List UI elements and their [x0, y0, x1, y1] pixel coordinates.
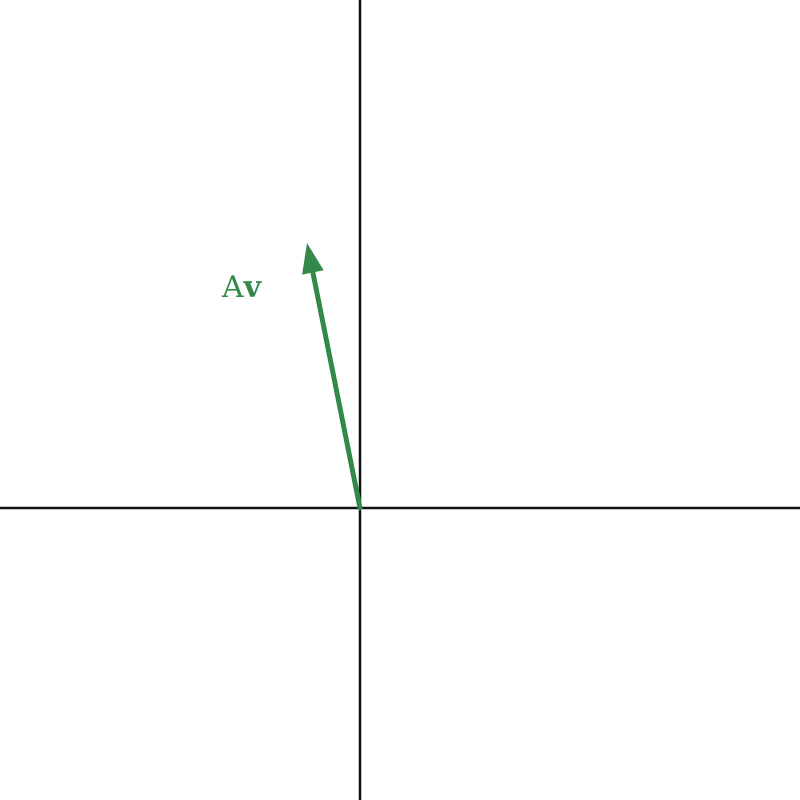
- vector-label-prefix: A: [221, 270, 244, 305]
- vector-av: [302, 243, 363, 511]
- vector-arrowhead: [302, 243, 324, 275]
- vector-label: Av: [221, 270, 263, 305]
- vector-shaft: [309, 267, 363, 511]
- vector-label-bold: v: [243, 270, 263, 305]
